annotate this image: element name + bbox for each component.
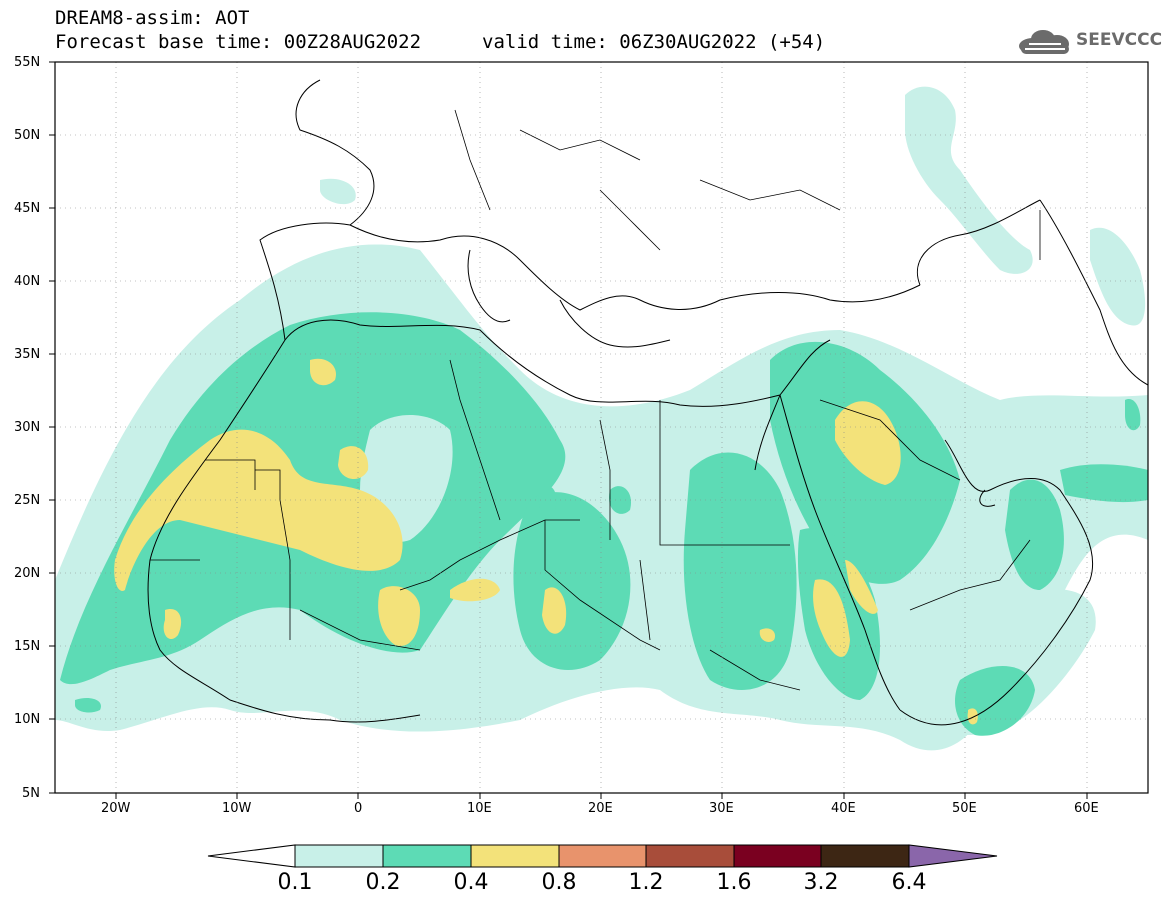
lat-label-45n: 45N: [14, 201, 41, 216]
lon-label-50e: 50E: [952, 801, 977, 816]
cloud-logo-icon: [1019, 30, 1069, 54]
colorbar-label-6.4: 6.4: [891, 870, 927, 895]
lat-label-40n: 40N: [14, 274, 41, 289]
lon-label-20w: 20W: [101, 801, 131, 816]
map-title: DREAM8-assim: AOT: [55, 7, 250, 29]
colorbar-label-3.2: 3.2: [803, 870, 839, 895]
lat-label-5n: 5N: [22, 786, 40, 801]
lon-label-20e: 20E: [588, 801, 613, 816]
lon-label-40e: 40E: [831, 801, 856, 816]
lon-label-0: 0: [354, 801, 363, 816]
colorbar-label-0.2: 0.2: [365, 870, 401, 895]
colorbar-label-1.6: 1.6: [716, 870, 752, 895]
aot-level-0.4: [114, 358, 978, 725]
colorbar-label-0.8: 0.8: [541, 870, 577, 895]
lat-label-20n: 20N: [14, 566, 41, 581]
coastlines: [147, 79, 1148, 726]
forecast-base-time: Forecast base time: 00Z28AUG2022: [55, 31, 422, 53]
lat-label-35n: 35N: [14, 347, 41, 362]
borders: [150, 109, 1041, 691]
lat-label-10n: 10N: [14, 712, 41, 727]
colorbar-label-0.4: 0.4: [453, 870, 489, 895]
lon-label-30e: 30E: [709, 801, 734, 816]
axis-ticks: [49, 61, 1088, 799]
lat-label-25n: 25N: [14, 493, 41, 508]
logo-text: SEEVCCC: [1076, 30, 1163, 50]
lon-label-60e: 60E: [1074, 801, 1099, 816]
lat-label-50n: 50N: [14, 128, 41, 143]
lat-label-55n: 55N: [14, 55, 41, 70]
valid-time: valid time: 06Z30AUG2022 (+54): [482, 31, 826, 53]
lat-label-15n: 15N: [14, 639, 41, 654]
lon-label-10w: 10W: [222, 801, 252, 816]
grid: [55, 62, 1148, 793]
colorbar-label-0.1: 0.1: [277, 870, 313, 895]
lat-label-30n: 30N: [14, 420, 41, 435]
lon-label-10e: 10E: [467, 801, 492, 816]
colorbar-label-1.2: 1.2: [628, 870, 664, 895]
